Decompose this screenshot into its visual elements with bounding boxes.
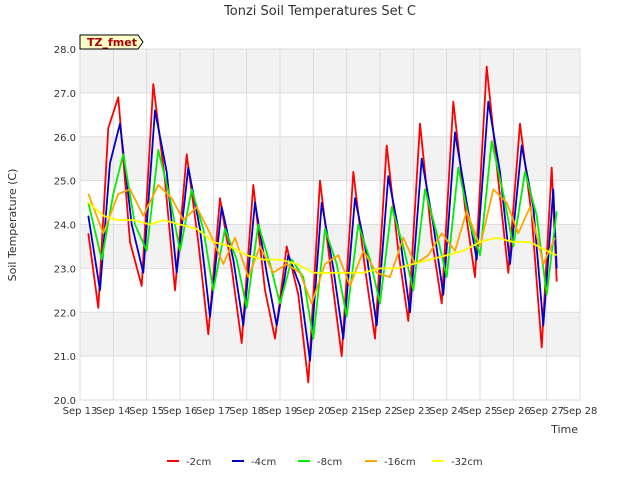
x-tick-label: Sep 21 <box>329 406 364 417</box>
x-tick-label: Sep 28 <box>563 406 598 417</box>
x-tick-label: Sep 18 <box>229 406 264 417</box>
series-line-minus32cm <box>87 201 558 274</box>
y-tick-label: 21.0 <box>54 352 76 363</box>
x-tick-label: Sep 13 <box>63 406 98 417</box>
legend: -2cm -4cm -8cm -16cm -32cm <box>167 457 483 468</box>
annotation-box: TZ_fmet <box>79 34 144 50</box>
y-tick-labels: 20.0 21.0 22.0 23.0 24.0 25.0 26.0 27.0 28.0 <box>54 45 76 407</box>
series-line-minus16cm <box>87 184 556 305</box>
legend-label: -16cm <box>384 457 416 468</box>
y-tick-label: 24.0 <box>54 221 76 232</box>
x-tick-label: Sep 22 <box>363 406 398 417</box>
y-tick-label: 20.0 <box>54 396 76 407</box>
x-tick-label: Sep 16 <box>163 406 198 417</box>
x-axis-label: Time <box>550 423 578 436</box>
legend-item: -32cm <box>432 457 483 468</box>
legend-item: -8cm <box>298 457 342 468</box>
x-tick-label: Sep 20 <box>296 406 331 417</box>
legend-item: -16cm <box>365 457 416 468</box>
legend-label: -32cm <box>451 457 483 468</box>
y-tick-label: 23.0 <box>54 264 76 275</box>
x-tick-label: Sep 19 <box>263 406 298 417</box>
y-tick-label: 25.0 <box>54 177 76 188</box>
legend-label: -8cm <box>317 457 342 468</box>
series-lines <box>87 65 558 384</box>
y-tick-label: 28.0 <box>54 45 76 56</box>
x-tick-label: Sep 26 <box>496 406 531 417</box>
y-tick-label: 27.0 <box>54 89 76 100</box>
legend-label: -2cm <box>186 457 211 468</box>
x-tick-label: Sep 14 <box>96 406 131 417</box>
x-tick-label: Sep 25 <box>463 406 498 417</box>
legend-item: -4cm <box>232 457 276 468</box>
annotation-label: TZ_fmet <box>87 36 137 49</box>
x-tick-label: Sep 27 <box>529 406 564 417</box>
y-tick-label: 22.0 <box>54 308 76 319</box>
series-line-minus8cm <box>87 140 558 340</box>
legend-item: -2cm <box>167 457 211 468</box>
background-band <box>80 312 580 357</box>
y-axis-label: Soil Temperature (C) <box>6 169 19 282</box>
x-tick-label: Sep 15 <box>129 406 164 417</box>
background-band <box>80 49 580 93</box>
legend-label: -4cm <box>251 457 276 468</box>
x-tick-label: Sep 24 <box>429 406 464 417</box>
x-tick-label: Sep 17 <box>196 406 231 417</box>
y-tick-label: 26.0 <box>54 133 76 144</box>
x-tick-label: Sep 23 <box>396 406 431 417</box>
chart-title: Tonzi Soil Temperatures Set C <box>223 4 416 19</box>
